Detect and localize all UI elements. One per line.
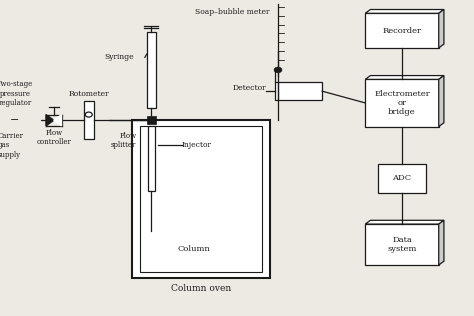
Text: Data
system: Data system <box>387 236 417 253</box>
Circle shape <box>18 103 31 113</box>
Text: Rotometer: Rotometer <box>68 89 109 98</box>
Text: Recorder: Recorder <box>383 27 421 34</box>
Bar <box>365 224 439 265</box>
Bar <box>132 120 270 277</box>
Text: Flow
splitter: Flow splitter <box>111 132 137 149</box>
Circle shape <box>85 112 92 117</box>
Bar <box>148 126 155 191</box>
Polygon shape <box>365 220 444 224</box>
Bar <box>146 116 156 124</box>
Bar <box>84 101 93 139</box>
Polygon shape <box>439 220 444 265</box>
Polygon shape <box>439 76 444 126</box>
Polygon shape <box>439 9 444 48</box>
Bar <box>378 164 426 193</box>
Polygon shape <box>54 115 62 126</box>
Text: −: − <box>10 115 19 125</box>
Text: Electrometer
or
bridge: Electrometer or bridge <box>374 90 430 116</box>
Circle shape <box>5 113 24 127</box>
Text: ADC: ADC <box>392 174 411 182</box>
Text: Syringe: Syringe <box>104 53 134 61</box>
Text: Column oven: Column oven <box>171 284 231 293</box>
Text: Soap–bubble meter: Soap–bubble meter <box>195 8 269 16</box>
Text: Two-stage
pressure
regulator: Two-stage pressure regulator <box>0 80 33 107</box>
Bar <box>274 82 322 100</box>
Text: Flow
controller: Flow controller <box>36 129 71 146</box>
Bar <box>140 126 263 272</box>
Text: Column: Column <box>178 245 210 253</box>
Polygon shape <box>365 76 444 79</box>
Text: Carrier
gas
supply: Carrier gas supply <box>0 132 23 159</box>
Bar <box>365 79 439 126</box>
Text: Injector: Injector <box>182 141 212 149</box>
Bar <box>146 32 156 108</box>
Text: Detector: Detector <box>232 84 266 92</box>
Circle shape <box>274 67 282 73</box>
Circle shape <box>11 108 18 113</box>
Bar <box>365 13 439 48</box>
Polygon shape <box>46 115 54 126</box>
Circle shape <box>0 103 12 113</box>
Polygon shape <box>365 9 444 13</box>
